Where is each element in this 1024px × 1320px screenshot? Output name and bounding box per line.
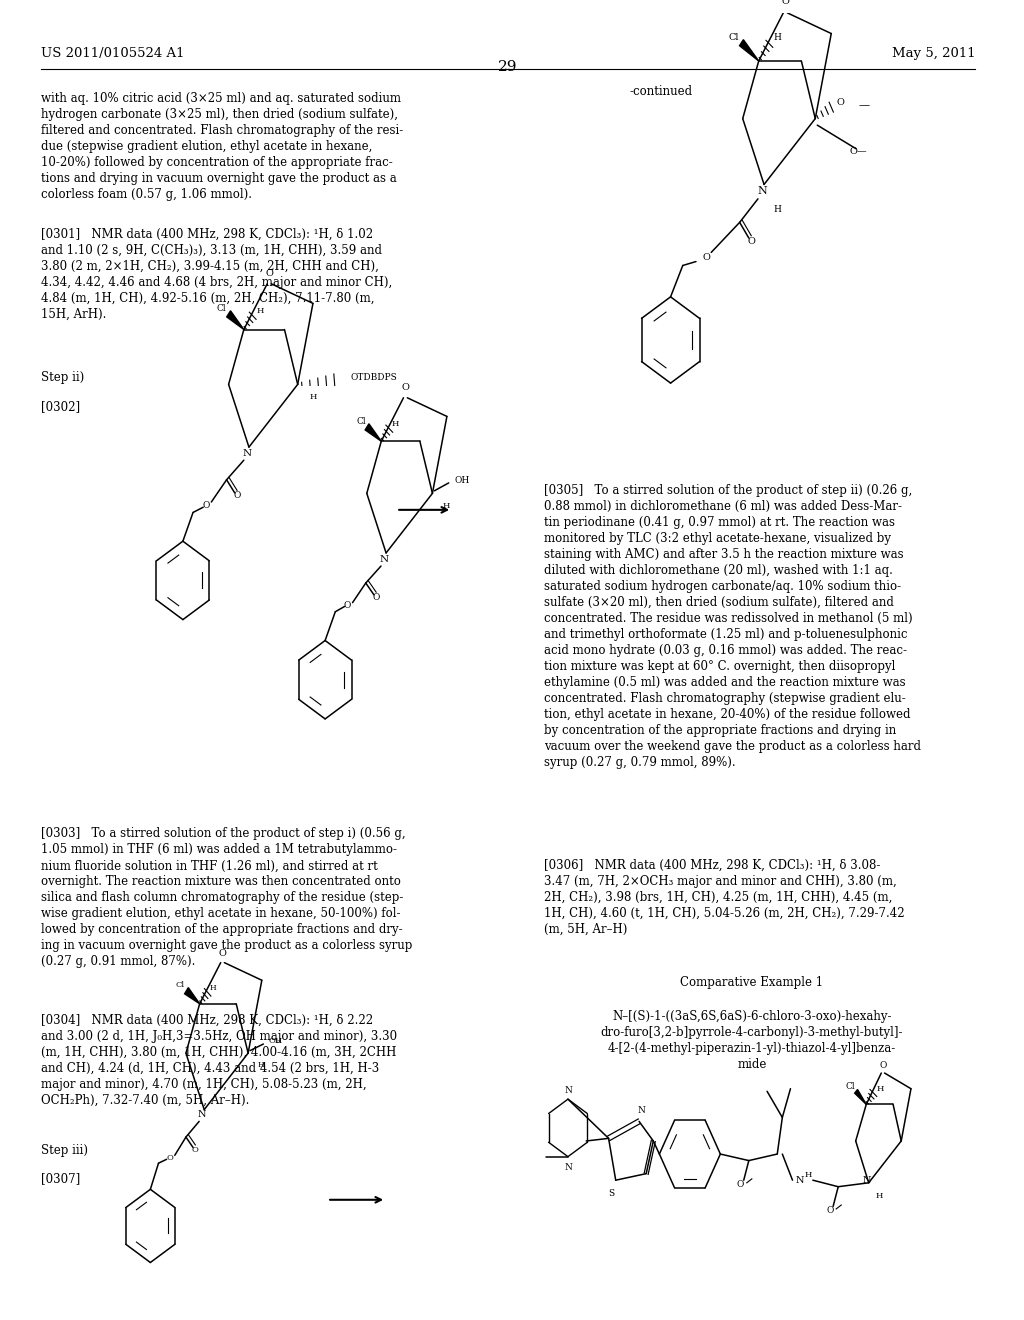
Text: H: H — [804, 1171, 811, 1179]
Text: -continued: -continued — [630, 86, 693, 98]
Text: O: O — [401, 383, 410, 392]
Polygon shape — [226, 310, 244, 330]
Text: H: H — [773, 205, 781, 214]
Text: H: H — [258, 1061, 264, 1069]
Text: O: O — [233, 491, 241, 500]
Text: N: N — [380, 554, 389, 564]
Text: [0301]   NMR data (400 MHz, 298 K, CDCl₃): ¹H, δ 1.02
and 1.10 (2 s, 9H, C(CH₃)₃: [0301] NMR data (400 MHz, 298 K, CDCl₃):… — [41, 227, 392, 321]
Text: Step ii): Step ii) — [41, 371, 84, 384]
Text: N: N — [243, 449, 252, 458]
Text: O: O — [203, 502, 210, 511]
Text: H: H — [256, 308, 264, 315]
Text: [0305]   To a stirred solution of the product of step ii) (0.26 g,
0.88 mmol) in: [0305] To a stirred solution of the prod… — [544, 483, 921, 768]
Text: H: H — [443, 503, 451, 511]
Text: N–[(S)-1-((3aS,6S,6aS)-6-chloro-3-oxo)-hexahy-
dro-furo[3,2-b]pyrrole-4-carbonyl: N–[(S)-1-((3aS,6S,6aS)-6-chloro-3-oxo)-h… — [601, 1010, 903, 1072]
Text: OTDBDPS: OTDBDPS — [350, 374, 397, 383]
Text: O: O — [218, 949, 226, 958]
Text: O—: O— — [849, 147, 866, 156]
Text: with aq. 10% citric acid (3×25 ml) and aq. saturated sodium
hydrogen carbonate (: with aq. 10% citric acid (3×25 ml) and a… — [41, 91, 402, 201]
Polygon shape — [739, 40, 759, 61]
Text: N: N — [198, 1110, 207, 1119]
Text: O: O — [737, 1180, 744, 1188]
Text: N: N — [637, 1106, 645, 1115]
Text: H: H — [392, 420, 399, 428]
Text: Step iii): Step iii) — [41, 1143, 88, 1156]
Text: [0306]   NMR data (400 MHz, 298 K, CDCl₃): ¹H, δ 3.08-
3.47 (m, 7H, 2×OCH₃ major: [0306] NMR data (400 MHz, 298 K, CDCl₃):… — [544, 859, 904, 936]
Text: —: — — [858, 100, 869, 111]
Text: [0307]: [0307] — [41, 1172, 80, 1185]
Text: O: O — [837, 99, 845, 107]
Text: S: S — [608, 1189, 614, 1197]
Text: [0304]   NMR data (400 MHz, 298 K, CDCl₃): ¹H, δ 2.22
and 3.00 (2 d, 1H, J₀H,3=3: [0304] NMR data (400 MHz, 298 K, CDCl₃):… — [41, 1014, 396, 1107]
Polygon shape — [366, 424, 381, 441]
Text: [0303]   To a stirred solution of the product of step i) (0.56 g,
1.05 mmol) in : [0303] To a stirred solution of the prod… — [41, 828, 412, 969]
Text: O: O — [166, 1154, 173, 1162]
Text: O: O — [826, 1205, 834, 1214]
Text: N: N — [796, 1176, 804, 1184]
Text: O: O — [344, 601, 351, 610]
Text: N: N — [564, 1085, 571, 1094]
Text: Comparative Example 1: Comparative Example 1 — [680, 977, 823, 989]
Text: O: O — [265, 269, 273, 277]
Text: O: O — [781, 0, 790, 7]
Text: H: H — [210, 985, 216, 993]
Text: N: N — [757, 186, 767, 195]
Text: O: O — [191, 1146, 199, 1154]
Polygon shape — [855, 1089, 866, 1105]
Text: H: H — [876, 1192, 883, 1200]
Text: US 2011/0105524 A1: US 2011/0105524 A1 — [41, 48, 184, 61]
Text: OH: OH — [268, 1038, 283, 1045]
Text: May 5, 2011: May 5, 2011 — [892, 48, 976, 61]
Text: O: O — [373, 593, 380, 602]
Text: Cl: Cl — [217, 304, 226, 313]
Text: N: N — [564, 1163, 571, 1172]
Text: Cl: Cl — [845, 1081, 855, 1090]
Text: [0302]: [0302] — [41, 400, 80, 413]
Text: 29: 29 — [499, 61, 518, 74]
Text: Cl: Cl — [176, 982, 185, 990]
Text: OH: OH — [455, 475, 470, 484]
Text: H: H — [877, 1085, 884, 1093]
Text: O: O — [702, 253, 710, 263]
Text: N: N — [862, 1176, 871, 1184]
Text: H: H — [309, 393, 316, 401]
Text: O: O — [880, 1061, 887, 1071]
Text: O: O — [748, 238, 756, 247]
Polygon shape — [184, 987, 200, 1003]
Text: H: H — [773, 33, 781, 42]
Text: Cl: Cl — [728, 33, 738, 42]
Text: Cl: Cl — [356, 417, 366, 426]
